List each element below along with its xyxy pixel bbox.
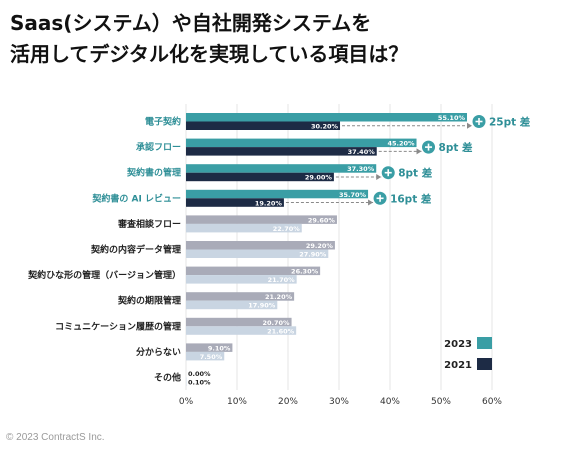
x-tick-label: 10% bbox=[227, 397, 247, 407]
x-tick-label: 30% bbox=[329, 397, 349, 407]
copyright-text: © 2023 ContractS Inc. bbox=[6, 432, 105, 443]
bar-2021 bbox=[186, 326, 297, 335]
arrow-head bbox=[376, 173, 382, 180]
category-label: コミュニケーション履歴の管理 bbox=[55, 320, 181, 332]
data-label-2021: 30.20% bbox=[311, 123, 339, 131]
bar-2023 bbox=[186, 317, 292, 327]
bar-2023 bbox=[186, 215, 337, 224]
difference-label: 16pt 差 bbox=[390, 192, 432, 205]
data-label-2023: 21.20% bbox=[265, 293, 293, 301]
bar-2023 bbox=[186, 164, 377, 173]
category-label: 承認フロー bbox=[136, 141, 181, 153]
bar-2023 bbox=[186, 189, 369, 199]
data-label-2021: 21.70% bbox=[268, 276, 296, 284]
legend-swatch bbox=[477, 358, 492, 370]
category-label: 審査相談フロー bbox=[117, 218, 181, 230]
category-label: 電子契約 bbox=[145, 116, 181, 128]
data-label-2023: 29.20% bbox=[306, 242, 334, 250]
title-line-1: Saas(システム）や自社開発システムを bbox=[10, 11, 372, 35]
data-label-2023: 9.10% bbox=[208, 344, 231, 352]
data-label-2023: 20.70% bbox=[262, 319, 290, 327]
bar-2023 bbox=[186, 343, 233, 352]
arrow-head bbox=[368, 199, 374, 206]
bar-2021 bbox=[186, 351, 225, 361]
arrow-head bbox=[416, 148, 422, 155]
category-label: 契約の内容データ管理 bbox=[90, 244, 181, 256]
bar-2021 bbox=[186, 300, 278, 310]
data-label-2021: 27.90% bbox=[299, 251, 327, 259]
category-label: 契約書の AI レビュー bbox=[91, 192, 181, 204]
chart-title: Saas(システム）や自社開発システムを 活用してデジタル化を実現している項目は… bbox=[10, 8, 570, 70]
data-label-2021: 17.90% bbox=[248, 302, 276, 310]
bar-2021 bbox=[186, 275, 297, 284]
category-label: その他 bbox=[154, 372, 181, 384]
category-label: 契約書の管理 bbox=[126, 167, 181, 179]
data-label-2021: 7.50% bbox=[200, 353, 223, 361]
x-tick-label: 60% bbox=[482, 397, 502, 407]
bar-2023 bbox=[186, 113, 468, 122]
bar-2023 bbox=[186, 241, 335, 250]
category-label: 契約の期限管理 bbox=[117, 295, 181, 307]
legend-label: 2021 bbox=[444, 360, 472, 371]
data-label-2023: 35.70% bbox=[339, 191, 367, 199]
bar-2021 bbox=[186, 147, 377, 156]
bar-2021 bbox=[186, 172, 334, 182]
legend-label: 2023 bbox=[444, 339, 472, 350]
data-label-2023: 0.00% bbox=[188, 370, 211, 378]
bar-2021 bbox=[186, 249, 329, 258]
data-label-2023: 45.20% bbox=[387, 140, 415, 148]
difference-label: 25pt 差 bbox=[489, 116, 531, 129]
data-label-2021: 21.60% bbox=[267, 327, 295, 335]
arrow-head bbox=[467, 122, 473, 129]
bar-2021 bbox=[186, 198, 284, 207]
data-label-2023: 26.30% bbox=[291, 268, 319, 276]
data-label-2023: 37.30% bbox=[347, 165, 375, 173]
x-tick-label: 50% bbox=[431, 397, 451, 407]
x-tick-label: 20% bbox=[278, 397, 298, 407]
title-line-2: 活用してデジタル化を実現している項目は？ bbox=[10, 42, 409, 66]
data-label-2023: 55.10% bbox=[438, 114, 466, 122]
bar-2023 bbox=[186, 138, 417, 148]
data-label-2023: 29.60% bbox=[308, 216, 336, 224]
difference-label: 8pt 差 bbox=[398, 167, 432, 180]
difference-label: 8pt 差 bbox=[439, 141, 473, 154]
category-label: 分からない bbox=[136, 346, 181, 358]
data-label-2021: 29.00% bbox=[305, 174, 333, 182]
data-label-2021: 22.70% bbox=[273, 225, 301, 233]
bar-2023 bbox=[186, 266, 321, 276]
bar-2021 bbox=[186, 121, 341, 130]
x-tick-label: 0% bbox=[179, 397, 194, 407]
bar-2021 bbox=[186, 223, 302, 233]
data-label-2021: 0.10% bbox=[188, 379, 211, 387]
legend-swatch bbox=[477, 337, 492, 349]
data-label-2021: 19.20% bbox=[255, 199, 283, 207]
x-tick-label: 40% bbox=[380, 397, 400, 407]
data-label-2021: 37.40% bbox=[348, 148, 376, 156]
bar-2021 bbox=[186, 377, 187, 386]
bar-2023 bbox=[186, 292, 295, 301]
category-label: 契約ひな形の管理（バージョン管理） bbox=[27, 269, 181, 281]
